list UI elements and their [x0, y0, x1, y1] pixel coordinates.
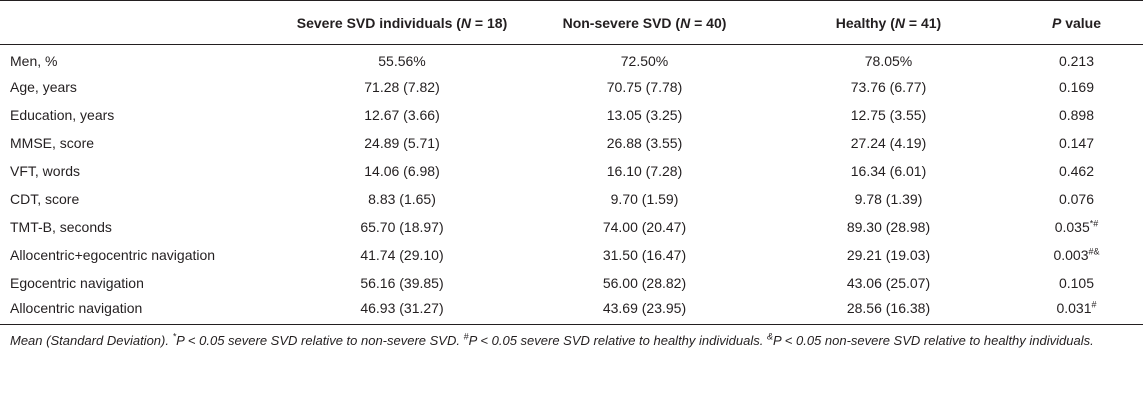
- table-row: Education, years 12.67 (3.66) 13.05 (3.25)…: [0, 101, 1143, 129]
- table-row: VFT, words 14.06 (6.98) 16.10 (7.28) 16.34 …: [0, 157, 1143, 185]
- nonsevere-svd-cell: 56.00 (28.82): [602, 274, 687, 291]
- nonsevere-svd-cell: 70.75 (7.78): [606, 78, 683, 95]
- header-healthy: Healthy (N = 41): [767, 0, 1010, 45]
- p-value-cell: 0.462: [1058, 162, 1095, 179]
- row-label: MMSE, score: [10, 134, 95, 151]
- p-value-cell: 0.213: [1058, 52, 1095, 69]
- p-value-cell: 0.898: [1058, 106, 1095, 123]
- healthy-cell: 43.06 (25.07): [846, 274, 931, 291]
- table-row: MMSE, score 24.89 (5.71) 26.88 (3.55) 27.24…: [0, 129, 1143, 157]
- table-row: CDT, score 8.83 (1.65) 9.70 (1.59) 9.78 (1.…: [0, 185, 1143, 213]
- p-value-cell: 0.105: [1058, 274, 1095, 291]
- healthy-cell: 28.56 (16.38): [767, 296, 1010, 325]
- table-row: Egocentric navigation 56.16 (39.85) 56.00 …: [0, 269, 1143, 297]
- healthy-cell: 27.24 (4.19): [850, 134, 927, 151]
- p-value-cell: 0.076: [1058, 190, 1095, 207]
- table-row: Allocentric navigation 46.93 (31.27) 43.69…: [0, 296, 1143, 325]
- row-label: Allocentric+egocentric navigation: [10, 246, 216, 263]
- row-label: Allocentric navigation: [0, 296, 282, 325]
- header-nonsevere-svd: Non-severe SVD (N = 40): [522, 0, 767, 45]
- nonsevere-svd-cell: 13.05 (3.25): [606, 106, 683, 123]
- severe-svd-cell: 8.83 (1.65): [368, 190, 436, 207]
- nonsevere-svd-cell: 43.69 (23.95): [522, 296, 767, 325]
- severe-svd-cell: 41.74 (29.10): [360, 246, 444, 263]
- table-row: Age, years 71.28 (7.82) 70.75 (7.78) 73.76 …: [0, 73, 1143, 101]
- p-value-cell: 0.147: [1058, 134, 1095, 151]
- severe-svd-cell: 12.67 (3.66): [364, 106, 440, 123]
- healthy-cell: 73.76 (6.77): [850, 78, 927, 95]
- healthy-cell: 9.78 (1.39): [854, 190, 923, 207]
- table-row: TMT-B, seconds 65.70 (18.97) 74.00 (20.47)…: [0, 213, 1143, 241]
- severe-svd-cell: 46.93 (31.27): [282, 296, 522, 325]
- p-value-cell: 0.035*#: [1054, 217, 1099, 235]
- row-label: CDT, score: [10, 190, 80, 207]
- nonsevere-svd-cell: 72.50%: [620, 52, 669, 69]
- nonsevere-svd-cell: 9.70 (1.59): [610, 190, 679, 207]
- severe-svd-cell: 65.70 (18.97): [360, 218, 444, 235]
- p-value-marker: *#: [1089, 217, 1099, 228]
- p-value-cell: 0.031#: [1010, 296, 1143, 325]
- healthy-cell: 89.30 (28.98): [846, 218, 931, 235]
- row-label: Men, %: [10, 52, 58, 69]
- severe-svd-cell: 14.06 (6.98): [364, 162, 440, 179]
- demographics-table: Severe SVD individuals (N = 18) Non-seve…: [0, 0, 1143, 325]
- header-p-value: P value: [1010, 0, 1143, 45]
- row-label: VFT, words: [10, 162, 81, 179]
- table-row: Allocentric+egocentric navigation 41.74 (…: [0, 241, 1143, 269]
- p-value-marker: #&: [1088, 245, 1100, 256]
- nonsevere-svd-cell: 31.50 (16.47): [602, 246, 687, 263]
- row-label: TMT-B, seconds: [10, 218, 112, 235]
- header-empty: [0, 0, 282, 45]
- healthy-cell: 16.34 (6.01): [850, 162, 927, 179]
- table-footnote: Mean (Standard Deviation). *P < 0.05 sev…: [10, 331, 1094, 348]
- p-value-cell: 0.169: [1058, 78, 1095, 95]
- severe-svd-cell: 56.16 (39.85): [360, 274, 444, 291]
- row-label: Egocentric navigation: [10, 274, 144, 291]
- header-severe-svd: Severe SVD individuals (N = 18): [282, 0, 522, 45]
- nonsevere-svd-cell: 26.88 (3.55): [606, 134, 683, 151]
- healthy-cell: 78.05%: [864, 52, 913, 69]
- severe-svd-cell: 55.56%: [378, 52, 426, 69]
- table-row: Men, % 55.56% 72.50% 78.05% 0.213: [0, 45, 1143, 73]
- severe-svd-cell: 24.89 (5.71): [364, 134, 440, 151]
- healthy-cell: 12.75 (3.55): [850, 106, 927, 123]
- p-value-cell: 0.003#&: [1053, 245, 1100, 263]
- healthy-cell: 29.21 (19.03): [846, 246, 931, 263]
- nonsevere-svd-cell: 16.10 (7.28): [606, 162, 683, 179]
- p-value-marker: #: [1091, 299, 1097, 310]
- nonsevere-svd-cell: 74.00 (20.47): [602, 218, 687, 235]
- row-label: Education, years: [10, 106, 115, 123]
- severe-svd-cell: 71.28 (7.82): [364, 78, 440, 95]
- row-label: Age, years: [10, 78, 77, 95]
- table-header-row: Severe SVD individuals (N = 18) Non-seve…: [0, 0, 1143, 45]
